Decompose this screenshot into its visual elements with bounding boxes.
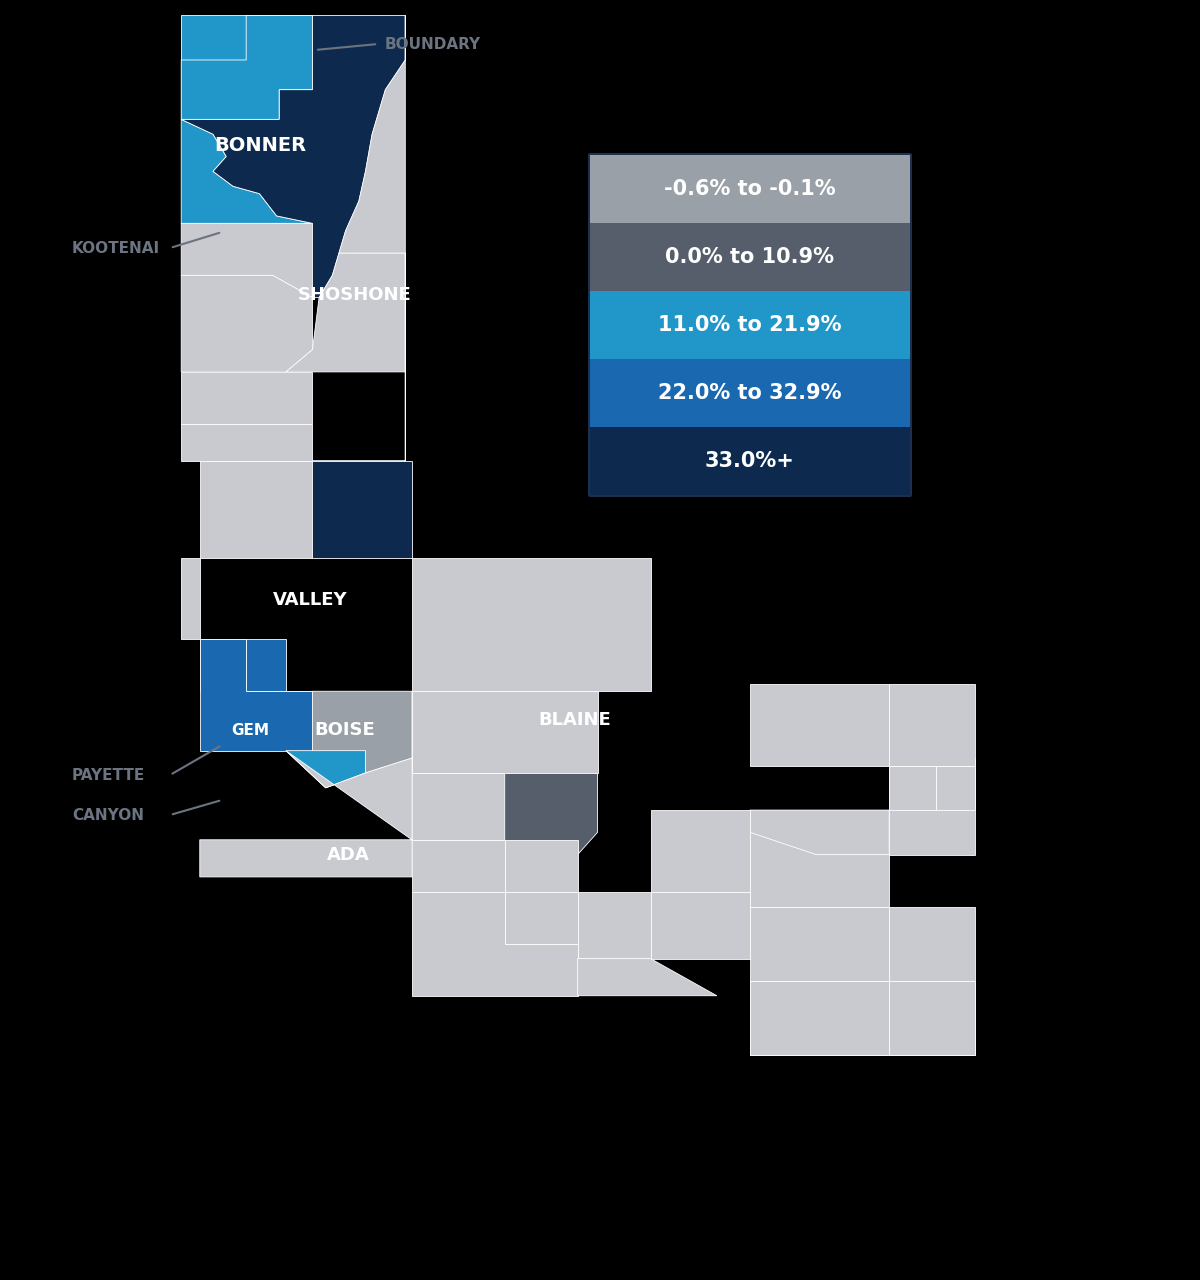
Text: BOUNDARY: BOUNDARY bbox=[385, 37, 481, 51]
Polygon shape bbox=[750, 810, 889, 906]
Polygon shape bbox=[650, 810, 750, 892]
Polygon shape bbox=[412, 892, 577, 996]
Polygon shape bbox=[750, 810, 889, 855]
Polygon shape bbox=[312, 461, 412, 558]
Polygon shape bbox=[199, 639, 246, 691]
Text: ADA: ADA bbox=[326, 846, 370, 864]
Polygon shape bbox=[181, 558, 199, 639]
Text: 33.0%+: 33.0%+ bbox=[706, 451, 794, 471]
Bar bbox=[590, 291, 910, 358]
Bar bbox=[590, 358, 910, 428]
Text: VALLEY: VALLEY bbox=[272, 591, 347, 609]
Text: PAYETTE: PAYETTE bbox=[72, 768, 145, 782]
Text: BOISE: BOISE bbox=[314, 721, 376, 739]
Polygon shape bbox=[750, 906, 889, 980]
Polygon shape bbox=[181, 372, 312, 424]
Polygon shape bbox=[412, 691, 505, 840]
Polygon shape bbox=[505, 691, 598, 877]
Bar bbox=[590, 223, 910, 291]
Text: -0.6% to -0.1%: -0.6% to -0.1% bbox=[664, 179, 836, 198]
Text: SHOSHONE: SHOSHONE bbox=[298, 285, 412, 305]
Text: 22.0% to 32.9%: 22.0% to 32.9% bbox=[659, 383, 841, 403]
Polygon shape bbox=[181, 119, 312, 224]
Polygon shape bbox=[412, 840, 505, 892]
Bar bbox=[590, 155, 910, 223]
Polygon shape bbox=[181, 424, 312, 461]
Polygon shape bbox=[181, 275, 312, 372]
Polygon shape bbox=[181, 15, 312, 224]
Polygon shape bbox=[750, 980, 889, 1055]
Text: 0.0% to 10.9%: 0.0% to 10.9% bbox=[666, 247, 834, 268]
Polygon shape bbox=[199, 461, 312, 558]
Polygon shape bbox=[312, 15, 406, 461]
Polygon shape bbox=[889, 980, 976, 1055]
Polygon shape bbox=[412, 691, 598, 773]
Polygon shape bbox=[889, 906, 976, 980]
Polygon shape bbox=[286, 253, 406, 372]
Text: BLAINE: BLAINE bbox=[539, 710, 611, 730]
Polygon shape bbox=[750, 684, 889, 765]
Polygon shape bbox=[286, 691, 412, 787]
Polygon shape bbox=[577, 959, 716, 996]
Text: 11.0% to 21.9%: 11.0% to 21.9% bbox=[659, 315, 841, 335]
Polygon shape bbox=[505, 892, 577, 943]
Polygon shape bbox=[650, 892, 750, 959]
Polygon shape bbox=[246, 639, 312, 750]
Text: BONNER: BONNER bbox=[214, 136, 306, 155]
Polygon shape bbox=[199, 750, 412, 877]
Bar bbox=[590, 428, 910, 495]
Polygon shape bbox=[577, 892, 650, 959]
Polygon shape bbox=[412, 691, 505, 773]
Polygon shape bbox=[412, 558, 650, 691]
Polygon shape bbox=[505, 840, 577, 892]
Text: CANYON: CANYON bbox=[72, 808, 144, 823]
Polygon shape bbox=[181, 15, 312, 119]
Polygon shape bbox=[181, 224, 312, 298]
Text: GEM: GEM bbox=[232, 722, 269, 737]
Polygon shape bbox=[889, 758, 976, 855]
Polygon shape bbox=[199, 639, 312, 750]
FancyBboxPatch shape bbox=[588, 154, 912, 497]
Polygon shape bbox=[889, 765, 936, 810]
Text: KOOTENAI: KOOTENAI bbox=[72, 241, 160, 256]
Polygon shape bbox=[286, 750, 366, 787]
Polygon shape bbox=[889, 684, 976, 765]
Polygon shape bbox=[750, 980, 976, 1055]
Polygon shape bbox=[936, 765, 976, 810]
Polygon shape bbox=[181, 15, 406, 298]
